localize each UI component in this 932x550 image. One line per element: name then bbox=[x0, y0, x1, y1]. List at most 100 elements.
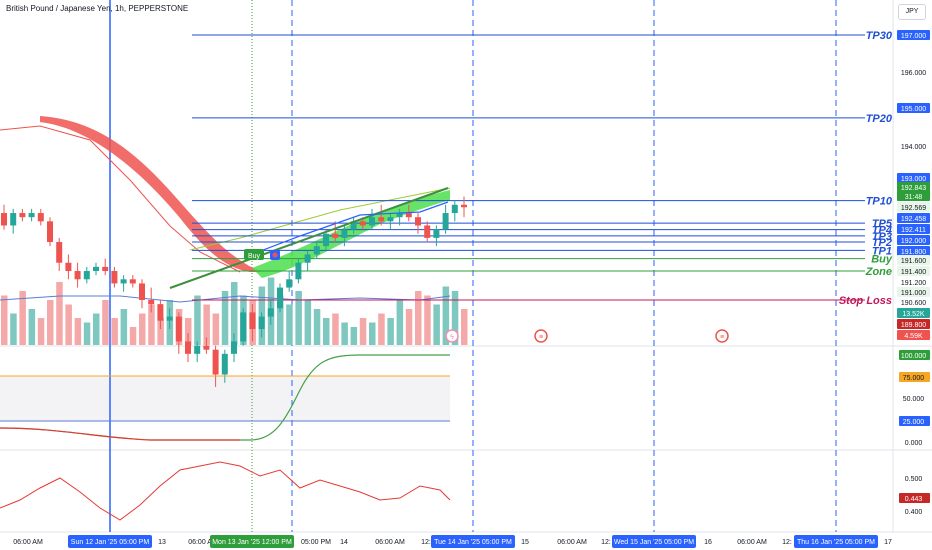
time-highlight-label: Mon 13 Jan '25 12:00 PM bbox=[212, 539, 292, 546]
volume-bar bbox=[396, 300, 404, 345]
price-badge-label: 192.458 bbox=[901, 216, 926, 223]
level-label: TP30 bbox=[866, 30, 893, 42]
ema-line-green bbox=[189, 187, 451, 251]
candle-body bbox=[19, 213, 26, 218]
volume-bar bbox=[442, 286, 450, 345]
candle-body bbox=[451, 204, 458, 214]
candle-body bbox=[111, 271, 118, 284]
candle-body bbox=[442, 213, 449, 230]
candle-body bbox=[129, 279, 136, 284]
price-tick: 194.000 bbox=[901, 144, 926, 151]
volume-bar bbox=[424, 295, 431, 345]
level-label: TP10 bbox=[866, 196, 893, 208]
price-badge bbox=[897, 246, 930, 256]
price-badge-label: 192.843 bbox=[901, 185, 926, 192]
candle-body bbox=[313, 246, 320, 255]
time-tick: 15 bbox=[521, 539, 529, 546]
candle-body bbox=[359, 221, 366, 226]
volume-bar bbox=[47, 300, 54, 345]
osc-tick: 50.000 bbox=[903, 396, 925, 403]
time-highlight bbox=[431, 535, 515, 548]
candle-body bbox=[74, 271, 81, 280]
time-tick: 06:00 AM bbox=[188, 539, 218, 546]
candle-body bbox=[28, 213, 35, 218]
buy-marker-label: Buy bbox=[248, 253, 261, 260]
price-badge bbox=[897, 297, 930, 307]
candle-body bbox=[47, 221, 53, 243]
volume-bar bbox=[111, 318, 118, 345]
volume-bar bbox=[231, 282, 238, 345]
level-label: TP4 bbox=[872, 225, 892, 237]
price-badge-label: 191.200 bbox=[901, 280, 926, 287]
volume-bar bbox=[56, 282, 63, 345]
overbought-band bbox=[0, 376, 450, 421]
time-highlight-label: Wed 15 Jan '25 05:00 PM bbox=[614, 539, 694, 546]
price-badge-label: 191.600 bbox=[901, 258, 926, 265]
time-tick: 12: bbox=[421, 539, 431, 546]
volume-bar bbox=[1, 295, 8, 345]
candle-body bbox=[461, 204, 467, 208]
osc-tick: 75.000 bbox=[903, 375, 925, 382]
event-icon-glyph: ≡ bbox=[539, 334, 543, 341]
candle-body bbox=[424, 225, 431, 238]
candle-body bbox=[139, 283, 145, 300]
price-badge bbox=[897, 30, 930, 40]
volume-bar bbox=[369, 322, 376, 345]
volume-bar bbox=[323, 318, 330, 345]
candle-body bbox=[249, 312, 256, 329]
currency-badge[interactable]: JPY bbox=[898, 4, 926, 20]
volume-bar bbox=[93, 313, 100, 345]
time-tick: 17 bbox=[884, 539, 892, 546]
volume-bar bbox=[102, 300, 109, 345]
candle-body bbox=[369, 217, 375, 226]
volume-badge-label: 13.52K bbox=[902, 311, 925, 318]
candle-body bbox=[175, 316, 182, 342]
trend-channel-line bbox=[169, 187, 449, 289]
volume-bar bbox=[415, 291, 422, 345]
candle-body bbox=[1, 213, 7, 226]
volume-bar bbox=[212, 313, 220, 345]
time-highlight-label: Tue 14 Jan '25 05:00 PM bbox=[434, 539, 512, 546]
axes: 197.000 195.000 193.000 192.843 31:48 192.569… bbox=[13, 30, 930, 548]
price-badge-label: 195.000 bbox=[901, 106, 926, 113]
price-badge bbox=[897, 103, 930, 113]
oscillator-red bbox=[0, 427, 240, 441]
time-highlight bbox=[612, 535, 696, 548]
candle-body bbox=[332, 233, 339, 238]
candle-body bbox=[304, 254, 311, 263]
volume-bar bbox=[295, 291, 302, 345]
symbol-title[interactable]: British Pound / Japanese Yen, 1h, PEPPER… bbox=[6, 4, 189, 13]
osc-badge bbox=[899, 416, 930, 426]
price-badge-label: 197.000 bbox=[901, 33, 926, 40]
price-badge-label: 192.000 bbox=[901, 238, 926, 245]
lower-indicator bbox=[0, 461, 451, 521]
lower-pane[interactable] bbox=[0, 452, 893, 532]
level-label: Zone bbox=[865, 266, 892, 278]
time-tick: 12: bbox=[782, 539, 792, 546]
candle-body bbox=[286, 279, 293, 288]
price-badge bbox=[897, 213, 930, 223]
level-label: Buy bbox=[871, 254, 893, 266]
level-label: TP2 bbox=[872, 237, 892, 249]
price-badge-label: 192.569 bbox=[901, 205, 926, 212]
volume-bar bbox=[341, 322, 348, 345]
lightning-icon-glyph: ϟ bbox=[450, 334, 454, 341]
candle-body bbox=[323, 233, 329, 247]
price-badge-label: 193.000 bbox=[901, 176, 926, 183]
osc-tick: 25.000 bbox=[903, 419, 925, 426]
time-tick: 16 bbox=[704, 539, 712, 546]
price-badge-label: 191.400 bbox=[901, 269, 926, 276]
price-badge-label: 31:48 bbox=[905, 194, 923, 201]
volume-bar bbox=[129, 327, 137, 345]
ribbon-bull bbox=[252, 190, 450, 278]
candlesticks bbox=[1, 196, 467, 387]
candle-body bbox=[295, 262, 302, 280]
lower-indicator-line bbox=[0, 461, 451, 521]
volume-bar bbox=[378, 313, 385, 345]
candle-body bbox=[341, 229, 348, 238]
price-badge bbox=[897, 173, 930, 183]
candle-body bbox=[157, 304, 164, 321]
event-icons[interactable]: ϟ ≡ ≡ bbox=[445, 329, 729, 343]
event-icon bbox=[534, 329, 548, 343]
